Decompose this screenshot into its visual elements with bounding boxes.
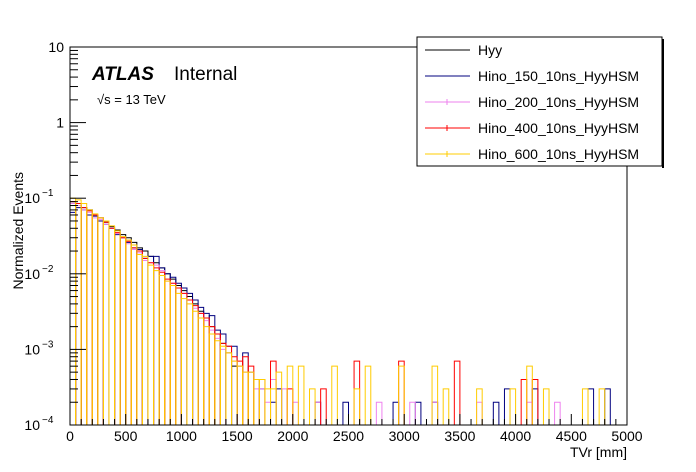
y-tick-label: 10 bbox=[24, 266, 40, 282]
hist-bin bbox=[409, 401, 416, 425]
hist-bin bbox=[375, 401, 383, 425]
x-tick-label: 5000 bbox=[611, 428, 642, 444]
legend-shadow bbox=[662, 39, 664, 168]
series-layer bbox=[69, 197, 611, 425]
legend-label: Hino_400_10ns_HyyHSM bbox=[478, 120, 639, 136]
hist-bin bbox=[542, 388, 550, 425]
x-axis-title: TVr [mm] bbox=[570, 444, 627, 460]
hist-bin bbox=[398, 365, 405, 425]
x-tick-label: 2000 bbox=[277, 428, 308, 444]
x-tick-label: 4000 bbox=[500, 428, 531, 444]
y-axis-title: Normalized Events bbox=[10, 172, 26, 290]
hist-bin bbox=[554, 401, 561, 425]
hist-bin bbox=[453, 360, 461, 425]
legend-label: Hino_150_10ns_HyyHSM bbox=[478, 68, 639, 84]
y-tick-exponent: −1 bbox=[42, 188, 54, 199]
hist-bin bbox=[581, 388, 589, 425]
series-Hino_600_10ns_HyyHSM bbox=[69, 197, 606, 425]
y-tick-label: 10 bbox=[24, 417, 40, 433]
hist-bin bbox=[364, 365, 372, 425]
hist-bin bbox=[509, 388, 517, 425]
y-tick-exponent: −4 bbox=[42, 415, 54, 426]
hist-bin bbox=[309, 388, 316, 425]
atlas-status-label: Internal bbox=[174, 64, 237, 85]
y-tick-exponent: −2 bbox=[42, 264, 54, 275]
x-tick-label: 3500 bbox=[444, 428, 475, 444]
hist-bin bbox=[442, 388, 450, 425]
hist-bin bbox=[320, 388, 327, 425]
hist-bin bbox=[342, 401, 349, 425]
legend-label: Hino_600_10ns_HyyHSM bbox=[478, 146, 639, 162]
y-tick-label: 10 bbox=[24, 190, 40, 206]
hist-bin bbox=[526, 365, 533, 425]
y-tick-label: 10 bbox=[48, 39, 64, 55]
y-tick-label: 1 bbox=[56, 115, 64, 131]
hist-bin bbox=[476, 388, 483, 425]
hist-bin bbox=[431, 365, 439, 425]
x-tick-label: 3000 bbox=[389, 428, 420, 444]
axis-layer: 0 500 1000 1500 2000 2500 3000 3500 4000 4500 5000… bbox=[24, 39, 642, 444]
legend-label: Hyy bbox=[478, 42, 502, 58]
x-tick-label: 500 bbox=[114, 428, 138, 444]
hist-bin bbox=[286, 365, 294, 425]
x-tick-label: 2500 bbox=[333, 428, 364, 444]
x-tick-label: 4500 bbox=[556, 428, 587, 444]
legend: Hyy Hino_150_10ns_HyyHSM Hino_200_10ns_Hyy… bbox=[416, 36, 664, 168]
atlas-label: ATLAS bbox=[91, 64, 154, 85]
x-tick-label: 0 bbox=[66, 428, 74, 444]
y-tick-label: 10 bbox=[24, 341, 40, 357]
hist-bin bbox=[331, 365, 338, 425]
x-tick-label: 1500 bbox=[222, 428, 253, 444]
y-tick-exponent: −3 bbox=[42, 339, 54, 350]
energy-label: √s = 13 TeV bbox=[97, 92, 166, 107]
hist-bin bbox=[297, 365, 305, 425]
hist-bin bbox=[353, 388, 361, 425]
hist-bin bbox=[275, 371, 283, 425]
hist-bin bbox=[492, 401, 500, 425]
x-tick-label: 1000 bbox=[166, 428, 197, 444]
hist-bin bbox=[598, 388, 606, 425]
legend-label: Hino_200_10ns_HyyHSM bbox=[478, 94, 639, 110]
